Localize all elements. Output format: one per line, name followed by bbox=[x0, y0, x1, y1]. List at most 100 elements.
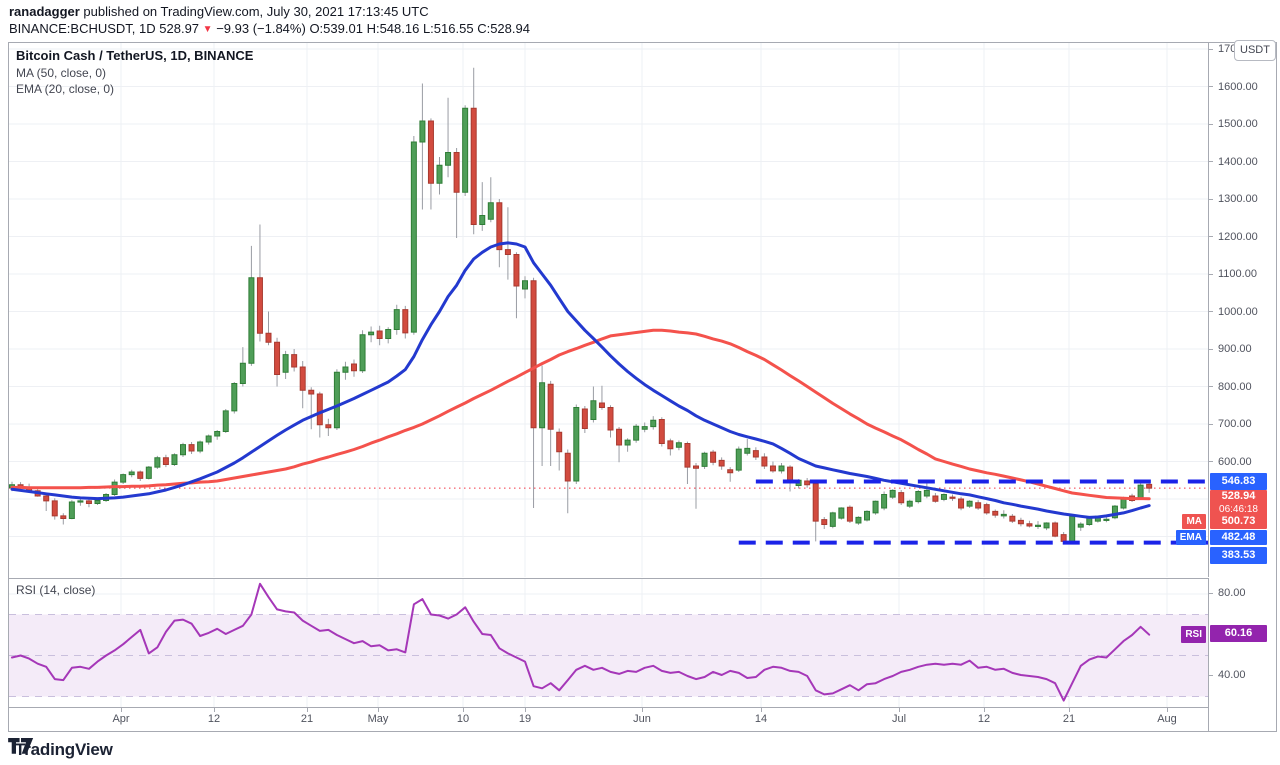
candlestick-chart[interactable] bbox=[9, 43, 1208, 577]
currency-toggle-button[interactable]: USDT bbox=[1234, 40, 1276, 61]
candle-up bbox=[735, 448, 742, 471]
price-axis[interactable]: USDT 1700.001600.001500.001400.001300.00… bbox=[1209, 40, 1276, 731]
time-tick-mark bbox=[307, 708, 308, 712]
candle-up bbox=[641, 426, 648, 430]
candle-up bbox=[445, 152, 452, 166]
time-tick-label: Jul bbox=[891, 713, 907, 725]
price-tick-label: 800.00 bbox=[1218, 380, 1252, 393]
candle-up bbox=[171, 454, 178, 465]
candle-down bbox=[804, 480, 811, 486]
candle-up bbox=[128, 471, 135, 476]
ema-axis-label-badge: EMA bbox=[1175, 530, 1206, 545]
time-tick-label: Jun bbox=[633, 713, 651, 725]
candle-down bbox=[376, 330, 383, 339]
candle-up bbox=[829, 512, 836, 527]
candle-up bbox=[744, 447, 751, 454]
candle-up bbox=[77, 500, 84, 503]
price-tick-label: 1400.00 bbox=[1218, 155, 1258, 168]
high-value: 548.16 bbox=[379, 21, 420, 36]
candle-up bbox=[205, 435, 212, 443]
candle-up bbox=[111, 481, 118, 495]
open-value: 539.01 bbox=[323, 21, 363, 36]
rsi-tick-mark bbox=[1209, 675, 1213, 676]
price-tick-mark bbox=[1209, 49, 1213, 50]
candle-down bbox=[975, 502, 982, 509]
candle-up bbox=[838, 507, 845, 519]
rsi-chart[interactable] bbox=[9, 579, 1208, 707]
rsi-tick-label: 80.00 bbox=[1218, 587, 1246, 599]
candle-up bbox=[633, 425, 640, 441]
time-tick-label: 10 bbox=[456, 713, 470, 725]
candle-down bbox=[265, 332, 272, 343]
candle-down bbox=[256, 277, 263, 334]
candle-up bbox=[393, 309, 400, 330]
price-tick-mark bbox=[1209, 424, 1213, 425]
candle-down bbox=[453, 152, 460, 193]
candle-down bbox=[727, 469, 734, 474]
candle-up bbox=[197, 441, 204, 452]
time-tick-mark bbox=[899, 708, 900, 712]
legend-rsi[interactable]: RSI (14, close) bbox=[16, 583, 96, 597]
candle-up bbox=[1137, 484, 1144, 499]
price-tick-label: 1200.00 bbox=[1218, 230, 1258, 243]
rsi-axis-label-badge: RSI bbox=[1181, 626, 1206, 643]
candle-up bbox=[1000, 513, 1007, 517]
price-tick-label: 1600.00 bbox=[1218, 80, 1258, 93]
candle-down bbox=[325, 424, 332, 429]
time-tick-label: 12 bbox=[207, 713, 221, 725]
rsi-tick-label: 40.00 bbox=[1218, 669, 1246, 681]
time-tick-label: Aug bbox=[1157, 713, 1177, 725]
candle-up bbox=[368, 331, 375, 336]
candle-down bbox=[932, 495, 939, 502]
candle-down bbox=[769, 465, 776, 472]
price-pane[interactable]: Bitcoin Cash / TetherUS, 1D, BINANCE MA … bbox=[9, 43, 1209, 577]
rsi-value-badge: 60.16 bbox=[1210, 625, 1267, 642]
candle-up bbox=[359, 334, 366, 372]
candle-down bbox=[710, 451, 717, 463]
candle-down bbox=[958, 498, 965, 509]
candle-up bbox=[180, 444, 186, 456]
price-tick-mark bbox=[1209, 161, 1213, 162]
legend-ema20[interactable]: EMA (20, close, 0) bbox=[16, 82, 115, 96]
candle-down bbox=[274, 341, 281, 375]
candlestick-series bbox=[9, 67, 1153, 545]
tradingview-wordmark[interactable]: TradingView bbox=[15, 740, 113, 759]
last-price-badge-value: 528.94 bbox=[1221, 490, 1256, 502]
legend-symbol-title[interactable]: Bitcoin Cash / TetherUS, 1D, BINANCE bbox=[16, 48, 254, 63]
price-tick-label: 900.00 bbox=[1218, 343, 1252, 355]
candle-down bbox=[581, 408, 588, 429]
candle-down bbox=[761, 456, 768, 467]
candle-up bbox=[154, 457, 161, 468]
price-tick-label: 700.00 bbox=[1218, 418, 1252, 430]
time-tick-label: Apr bbox=[112, 713, 130, 725]
candle-up bbox=[864, 510, 870, 521]
candle-down bbox=[1017, 519, 1024, 525]
time-tick-label: 19 bbox=[518, 713, 532, 725]
candle-up bbox=[539, 382, 546, 429]
time-axis[interactable]: Apr 12 21 May 10 19 Jun 14 Jul 12 21 Aug bbox=[9, 707, 1209, 732]
price-tick-mark bbox=[1209, 386, 1213, 387]
candle-down bbox=[693, 465, 699, 469]
legend-ma50[interactable]: MA (50, close, 0) bbox=[16, 66, 107, 80]
candle-down bbox=[658, 419, 665, 444]
candle-down bbox=[496, 202, 503, 251]
ma-axis-label-badge: MA bbox=[1182, 514, 1206, 529]
candle-up bbox=[385, 329, 392, 339]
candle-up bbox=[855, 516, 862, 524]
candle-up bbox=[282, 354, 289, 373]
rsi-pane[interactable]: RSI (14, close) RSI bbox=[9, 578, 1209, 707]
candle-down bbox=[85, 500, 92, 504]
candle-up bbox=[333, 371, 340, 429]
tradingview-logo-icon[interactable] bbox=[8, 738, 34, 758]
candle-up bbox=[231, 383, 238, 412]
candle-down bbox=[1052, 522, 1059, 537]
price-tick-mark bbox=[1209, 236, 1213, 237]
time-tick-mark bbox=[761, 708, 762, 712]
candle-up bbox=[522, 280, 528, 290]
candle-down bbox=[504, 249, 511, 255]
candle-up bbox=[479, 215, 486, 225]
candle-up bbox=[923, 489, 930, 497]
price-tick-mark bbox=[1209, 349, 1213, 350]
candle-up bbox=[966, 500, 973, 507]
time-tick-mark bbox=[463, 708, 464, 712]
